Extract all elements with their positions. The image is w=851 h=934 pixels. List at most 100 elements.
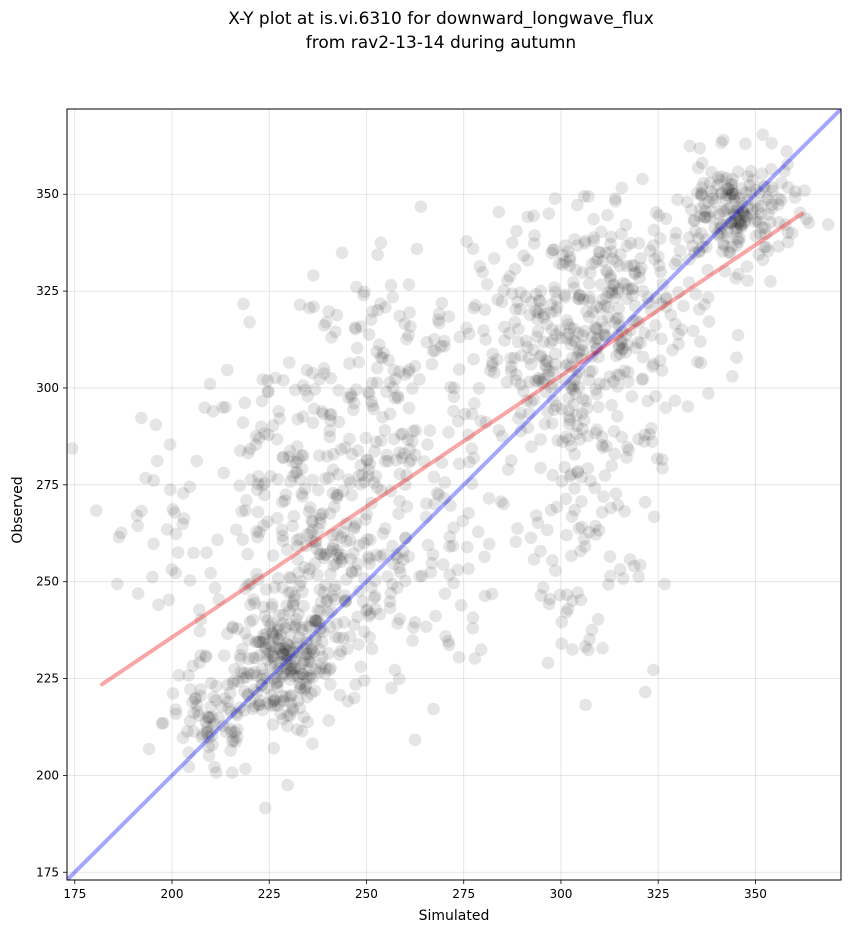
scatter-point — [646, 360, 659, 373]
scatter-point — [725, 215, 739, 229]
scatter-point — [307, 645, 320, 659]
scatter-point — [634, 558, 647, 572]
scatter-point — [595, 314, 609, 328]
scatter-point — [277, 451, 290, 464]
scatter-point — [725, 177, 739, 191]
x-tick-label: 300 — [550, 887, 573, 901]
scatter-point — [556, 248, 569, 262]
scatter-point — [305, 513, 319, 527]
scatter-point — [476, 265, 489, 279]
scatter-point — [588, 336, 601, 350]
scatter-point — [571, 239, 584, 252]
scatter-point — [788, 191, 802, 204]
scatter-point — [730, 351, 743, 365]
scatter-point — [311, 568, 324, 582]
scatter-point — [333, 551, 346, 565]
scatter-point — [286, 519, 299, 533]
scatter-point — [386, 539, 399, 553]
scatter-point — [478, 303, 492, 317]
scatter-point — [236, 672, 250, 685]
scatter-point — [394, 428, 408, 441]
scatter-point — [393, 309, 407, 323]
scatter-point — [605, 398, 618, 412]
scatter-point — [287, 646, 300, 659]
scatter-point — [324, 371, 338, 385]
scatter-point — [238, 704, 251, 717]
scatter-point — [543, 592, 557, 606]
scatter-point — [364, 533, 377, 547]
scatter-point — [444, 380, 458, 394]
scatter-point — [722, 183, 736, 196]
scatter-point — [183, 574, 197, 587]
scatter-point — [332, 468, 345, 481]
scatter-point — [602, 310, 615, 324]
scatter-point — [282, 638, 295, 652]
scatter-point — [351, 444, 365, 457]
scatter-point — [613, 338, 626, 352]
scatter-point — [322, 471, 336, 485]
scatter-point — [554, 331, 568, 345]
scatter-point — [565, 594, 579, 608]
scatter-point — [465, 477, 479, 490]
scatter-point — [591, 252, 605, 266]
scatter-point — [176, 731, 190, 744]
scatter-point — [748, 195, 762, 209]
scatter-point — [756, 253, 770, 267]
scatter-point — [324, 678, 337, 691]
scatter-point — [294, 575, 308, 588]
scatter-point — [265, 639, 278, 653]
scatter-point — [350, 383, 363, 396]
scatter-point — [308, 615, 322, 628]
scatter-point — [562, 327, 575, 341]
scatter-point — [293, 662, 307, 675]
scatter-point — [339, 595, 352, 608]
scatter-point — [313, 547, 326, 561]
scatter-point — [611, 498, 625, 512]
scatter-point — [620, 328, 633, 342]
scatter-point — [785, 226, 799, 240]
scatter-point — [273, 633, 286, 647]
scatter-point — [314, 516, 327, 530]
scatter-point — [391, 551, 404, 564]
scatter-point — [544, 298, 558, 311]
scatter-point — [288, 620, 302, 634]
scatter-point — [552, 257, 566, 270]
scatter-point — [727, 190, 741, 204]
scatter-point — [745, 207, 759, 220]
scatter-point — [323, 507, 337, 520]
scatter-point — [398, 317, 412, 331]
scatter-point — [253, 525, 266, 539]
scatter-point — [276, 712, 290, 726]
scatter-point — [649, 390, 662, 403]
scatter-point — [621, 282, 635, 296]
scatter-point — [215, 700, 228, 713]
scatter-point — [261, 671, 274, 685]
scatter-point — [280, 652, 294, 665]
scatter-point — [326, 528, 339, 542]
scatter-point — [171, 546, 185, 559]
scatter-point — [261, 515, 274, 528]
scatter-point — [90, 504, 103, 517]
scatter-point — [301, 715, 315, 729]
scatter-point — [527, 393, 541, 406]
scatter-point — [199, 715, 213, 729]
scatter-point — [111, 577, 124, 591]
scatter-point — [329, 557, 343, 570]
scatter-point — [607, 375, 620, 388]
scatter-point — [237, 297, 250, 311]
scatter-point — [419, 510, 433, 524]
scatter-point — [735, 181, 749, 195]
y-tick-label: 350 — [36, 187, 59, 201]
scatter-point — [187, 725, 200, 738]
scatter-point — [196, 728, 209, 741]
scatter-point — [264, 659, 277, 673]
scatter-point — [682, 231, 696, 244]
scatter-point — [655, 332, 668, 346]
scatter-point — [308, 631, 322, 644]
scatter-point — [233, 479, 246, 493]
scatter-point — [607, 278, 620, 291]
scatter-point — [712, 171, 725, 184]
scatter-point — [512, 412, 525, 425]
scatter-point — [313, 583, 327, 597]
scatter-point — [587, 212, 600, 226]
